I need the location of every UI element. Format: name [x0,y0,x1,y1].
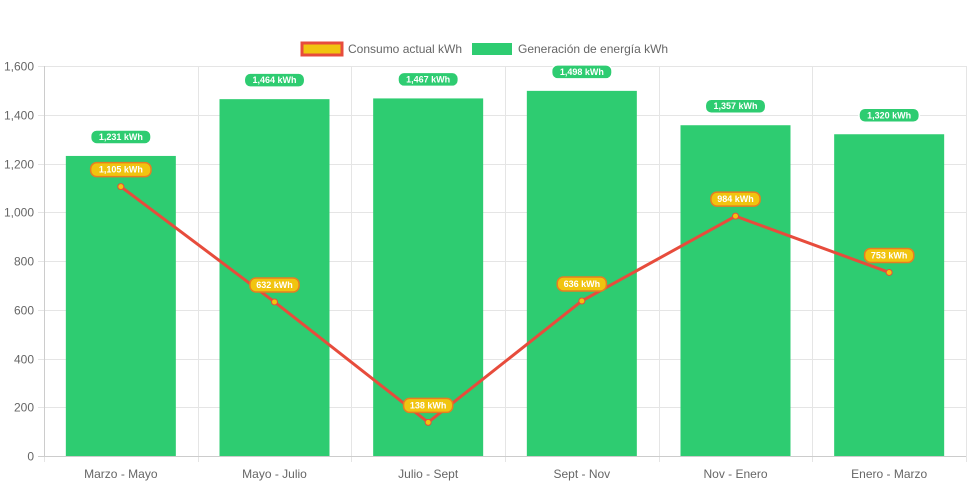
generation-data-label-group: 1,231 kWh [89,129,152,145]
y-tick-label: 200 [14,401,34,415]
consumption-data-label: 138 kWh [410,400,447,410]
consumption-point [578,297,586,305]
generation-data-label: 1,464 kWh [252,75,296,85]
generation-bars [65,90,945,457]
data-labels: 1,231 kWh 1,464 kWh 1,467 kWh 1,498 kWh 1,35… [89,64,921,414]
x-tick-label: Marzo - Mayo [84,467,158,481]
consumption-data-label-group: 1,105 kWh [89,161,152,178]
consumption-point [885,268,893,276]
generation-bar [680,125,791,456]
consumption-data-label-group: 984 kWh [710,191,761,207]
generation-data-label: 1,320 kWh [867,110,911,120]
consumption-data-label-group: 138 kWh [402,397,454,414]
consumption-data-label-box [556,276,608,292]
y-tick-label: 0 [27,450,34,464]
legend-swatch-generation [472,43,512,55]
consumption-data-label: 1,105 kWh [99,165,143,175]
y-tick-label: 1,200 [4,158,34,172]
consumption-point [117,183,125,191]
consumption-data-label: 632 kWh [256,280,293,290]
generation-data-label-box [89,129,152,145]
y-tick-label: 1,600 [4,60,34,74]
y-tick-label: 800 [14,255,34,269]
legend-swatch-consumption [300,41,344,57]
y-tick-label: 1,000 [4,206,34,220]
y-tick-label: 1,400 [4,109,34,123]
axes: 0 200 400 600 800 1,000 1,200 1,400 1,600 Marzo -… [4,60,966,481]
generation-data-label-box [550,64,613,80]
generation-data-label: 1,498 kWh [560,67,604,77]
consumption-data-label: 984 kWh [717,194,754,204]
legend[interactable]: Consumo actual kWh Generación de energía … [300,41,668,57]
x-tick-label: Mayo - Julio [242,467,307,481]
consumption-data-label-box [710,191,761,207]
consumption-data-label-box [863,247,915,264]
consumption-data-label-box [89,161,152,178]
y-tick-label: 600 [14,304,34,318]
generation-bar [65,155,176,456]
consumption-data-label: 636 kWh [564,279,601,289]
x-tick-label: Enero - Marzo [851,467,927,481]
grid [38,66,967,462]
x-tick-label: Nov - Enero [703,467,767,481]
legend-item-consumption[interactable]: Consumo actual kWh [300,41,462,57]
generation-data-label-group: 1,357 kWh [704,98,767,114]
x-tick-label: Sept - Nov [553,467,610,481]
consumption-data-label-box [402,397,454,414]
generation-data-label-group: 1,464 kWh [243,72,306,88]
generation-data-label: 1,357 kWh [713,101,757,111]
consumption-line-path [119,185,890,424]
legend-label-consumption: Consumo actual kWh [348,42,462,56]
consumption-data-label-group: 632 kWh [249,277,300,293]
generation-bar [834,134,945,456]
generation-data-label-group: 1,320 kWh [858,107,921,123]
legend-item-generation[interactable]: Generación de energía kWh [472,42,668,56]
x-tick-label: Julio - Sept [398,467,459,481]
generation-data-label-box [397,71,460,88]
generation-data-label-box [243,72,306,88]
generation-data-label: 1,467 kWh [406,74,450,84]
consumption-point [424,418,432,426]
generation-bar [526,90,637,457]
generation-data-label-group: 1,498 kWh [550,64,613,80]
y-tick-label: 400 [14,353,34,367]
consumption-data-label-group: 636 kWh [556,276,608,292]
consumption-data-label: 753 kWh [871,250,908,260]
generation-data-label-box [858,107,921,123]
generation-data-label-group: 1,467 kWh [397,71,460,88]
generation-data-label-box [704,98,767,114]
generation-bar [373,98,484,456]
generation-data-label: 1,231 kWh [99,132,143,142]
consumption-point [271,298,278,306]
consumption-point [732,212,739,220]
legend-label-generation: Generación de energía kWh [518,42,668,56]
consumption-data-label-group: 753 kWh [863,247,915,264]
consumption-data-label-box [249,277,300,293]
consumption-line [117,183,893,426]
